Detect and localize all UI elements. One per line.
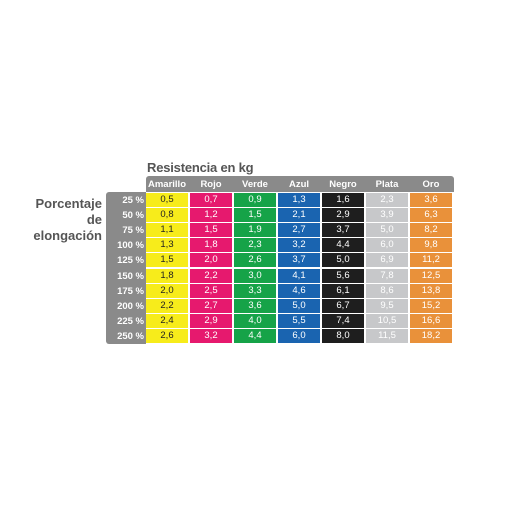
table-cell: 1,8 <box>146 268 188 283</box>
table-cell: 18,2 <box>410 328 452 343</box>
percentage-label: 200 % <box>117 300 144 312</box>
table-cell: 5,0 <box>278 298 320 313</box>
table-cell: 11,5 <box>366 328 408 343</box>
table-cell: 12,5 <box>410 268 452 283</box>
percentage-label: 25 % <box>122 195 144 206</box>
table-cell: 1,5 <box>146 253 188 268</box>
percentage-label: 125 % <box>117 255 144 267</box>
table-cell: 1,6 <box>322 193 364 207</box>
table-cell: 3,6 <box>410 193 452 207</box>
table-cell: 13,8 <box>410 283 452 298</box>
table-cell: 1,8 <box>190 238 232 253</box>
table-cell: 8,2 <box>410 223 452 238</box>
table-cell: 6,0 <box>366 238 408 253</box>
column-header: Oro <box>422 179 440 190</box>
table-cell: 0,7 <box>190 193 232 207</box>
table-cell: 4,4 <box>234 328 276 343</box>
table-cell: 7,8 <box>366 268 408 283</box>
table-cell: 2,0 <box>190 253 232 268</box>
table-cell: 4,1 <box>278 268 320 283</box>
table-cell: 6,1 <box>322 283 364 298</box>
column-header: Verde <box>242 179 268 190</box>
percentage-label: 225 % <box>117 315 144 327</box>
table-cell: 3,2 <box>190 328 232 343</box>
table-cell: 1,9 <box>234 223 276 238</box>
table-cell: 3,2 <box>278 238 320 253</box>
table-cell: 2,0 <box>146 283 188 298</box>
table-cell: 4,6 <box>278 283 320 298</box>
table-cell: 0,5 <box>146 193 188 207</box>
table-cell: 0,9 <box>234 193 276 207</box>
table-cell: 2,9 <box>322 208 364 223</box>
table-cell: 7,4 <box>322 313 364 328</box>
table-cell: 2,7 <box>190 298 232 313</box>
table-cell: 3,0 <box>234 268 276 283</box>
table-cell: 5,6 <box>322 268 364 283</box>
table-cell: 6,0 <box>278 328 320 343</box>
table-cell: 1,3 <box>278 193 320 207</box>
table-cell: 3,6 <box>234 298 276 313</box>
percentage-label: 150 % <box>117 270 144 282</box>
table-cell: 4,0 <box>234 313 276 328</box>
table-cell: 5,0 <box>322 253 364 268</box>
row-axis-label: Porcentaje de elongación <box>33 196 102 243</box>
table-cell: 2,5 <box>190 283 232 298</box>
column-header: Plata <box>375 179 399 190</box>
table-cell: 4,4 <box>322 238 364 253</box>
table-cell: 2,1 <box>278 208 320 223</box>
table-cell: 2,9 <box>190 313 232 328</box>
table-title: Resistencia en kg <box>147 160 254 175</box>
table-cell: 1,1 <box>146 223 188 238</box>
percentage-label: 250 % <box>117 330 144 342</box>
percentage-label: 50 % <box>122 210 144 222</box>
table-cell: 1,5 <box>190 223 232 238</box>
table-cell: 2,2 <box>190 268 232 283</box>
percentage-label: 175 % <box>117 285 144 297</box>
table-cell: 2,3 <box>234 238 276 253</box>
table-cell: 10,5 <box>366 313 408 328</box>
table-cell: 6,7 <box>322 298 364 313</box>
table-cell: 2,4 <box>146 313 188 328</box>
table-cell: 1,5 <box>234 208 276 223</box>
table-cell: 5,0 <box>366 223 408 238</box>
table-cell: 2,7 <box>278 223 320 238</box>
table-cell: 11,2 <box>410 253 452 268</box>
table-cell: 1,2 <box>190 208 232 223</box>
table-cell: 5,5 <box>278 313 320 328</box>
column-header: Amarillo <box>147 179 186 190</box>
table-cell: 2,6 <box>234 253 276 268</box>
percentage-label: 75 % <box>122 225 144 237</box>
percentage-label: 100 % <box>117 240 144 252</box>
header-background <box>146 176 454 192</box>
table-cell: 8,6 <box>366 283 408 298</box>
table-cell: 0,8 <box>146 208 188 223</box>
table-cell: 3,7 <box>322 223 364 238</box>
resistance-table: Amarillo Rojo Verde Azul Negro Plata Oro 25 % 0,… <box>106 176 454 344</box>
table-cell: 6,3 <box>410 208 452 223</box>
table-cell: 2,3 <box>366 193 408 207</box>
table-cell: 9,8 <box>410 238 452 253</box>
table-cell: 2,2 <box>146 298 188 313</box>
table-cell: 16,6 <box>410 313 452 328</box>
table-cell: 1,3 <box>146 238 188 253</box>
table-cell: 8,0 <box>322 328 364 343</box>
column-header: Rojo <box>200 179 222 190</box>
table-cell: 2,6 <box>146 328 188 343</box>
percentage-column-background <box>106 192 146 344</box>
table-cell: 6,9 <box>366 253 408 268</box>
column-header: Negro <box>329 179 357 190</box>
table-cell: 15,2 <box>410 298 452 313</box>
table-cell: 3,3 <box>234 283 276 298</box>
table-cell: 3,9 <box>366 208 408 223</box>
table-cell: 9,5 <box>366 298 408 313</box>
table-cell: 3,7 <box>278 253 320 268</box>
column-header: Azul <box>288 179 310 190</box>
